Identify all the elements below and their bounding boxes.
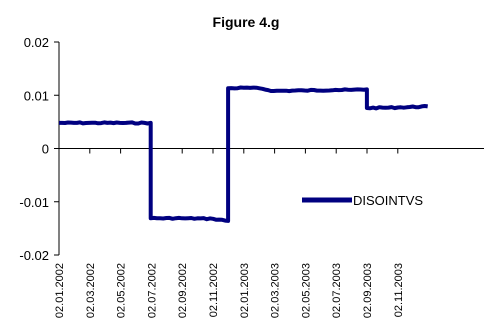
y-tick-label: -0.02 xyxy=(19,248,49,263)
x-tick-label: 02.09.2003 xyxy=(362,263,374,318)
y-tick-label: 0.02 xyxy=(24,35,49,50)
chart-title: Figure 4.g xyxy=(213,14,280,30)
series-layer xyxy=(59,85,428,223)
x-tick-label: 02.03.2003 xyxy=(270,263,282,318)
x-tick-label: 02.03.2002 xyxy=(85,263,97,318)
series-line-disointvs xyxy=(59,85,428,223)
x-tick-label: 02.05.2003 xyxy=(300,263,312,318)
y-tick-label: 0 xyxy=(42,142,49,157)
x-tick-label: 02.07.2002 xyxy=(146,263,158,318)
x-tick-label: 02.01.2002 xyxy=(54,263,66,318)
x-tick-label: 02.09.2002 xyxy=(177,263,189,318)
y-tick-label: 0.01 xyxy=(24,88,49,103)
x-tick-label: 02.05.2002 xyxy=(116,263,128,318)
x-axis-ticks: 02.01.2002 02.03.2002 02.05.2002 02.07.2002… xyxy=(54,148,405,318)
y-tick-label: -0.01 xyxy=(19,195,49,210)
x-tick-label: 02.07.2003 xyxy=(331,263,343,318)
legend-label-disointvs: DISOINTVS xyxy=(353,193,423,208)
y-axis-ticks: 0.02 0.01 0 -0.01 -0.02 xyxy=(19,35,59,263)
x-tick-label: 02.11.2002 xyxy=(208,263,220,317)
x-tick-label: 02.11.2003 xyxy=(393,263,405,317)
x-tick-label: 02.01.2003 xyxy=(239,263,251,318)
legend: DISOINTVS xyxy=(302,193,423,208)
